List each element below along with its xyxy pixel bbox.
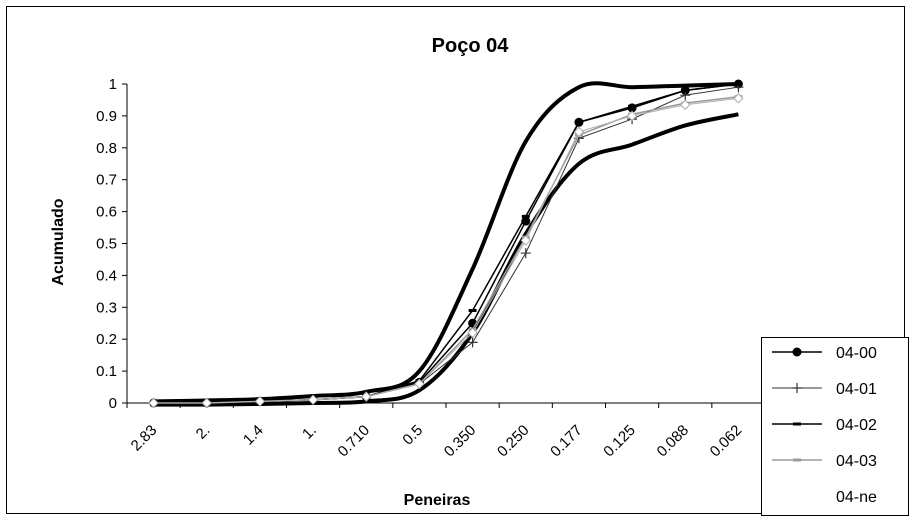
series-point: [467, 327, 478, 339]
legend-swatch-marker: [793, 458, 801, 462]
series-point: [468, 308, 477, 312]
series-point: [680, 99, 691, 110]
series-line: [153, 96, 739, 404]
series-line: [153, 86, 739, 404]
y-tick-label: 0.4: [96, 267, 117, 284]
series-point: [201, 397, 212, 409]
series-point: [467, 337, 478, 348]
y-tick-label: 0: [109, 395, 117, 412]
legend-label: 04-00: [836, 345, 877, 362]
y-tick-label: 0.1: [96, 363, 117, 380]
series-line: [153, 83, 739, 404]
legend-box: [761, 337, 909, 516]
y-tick-label: 0.6: [96, 204, 117, 221]
series-point: [254, 396, 266, 407]
legend-swatch-marker: [793, 422, 801, 426]
x-tick-label: 0.5: [399, 422, 426, 449]
x-tick-label: 0.710: [335, 422, 374, 461]
legend-label: 04-01: [836, 381, 877, 398]
legend-swatch-marker: [792, 347, 802, 357]
series-point: [573, 126, 585, 138]
series-point: [733, 93, 744, 104]
x-tick-label: 0.125: [600, 422, 639, 461]
y-tick-label: 0.3: [96, 299, 117, 316]
series-line: [153, 83, 739, 404]
legend-label: 04-02: [836, 417, 877, 434]
envelope-lower-line: [153, 112, 739, 407]
y-tick-label: 0.8: [96, 140, 117, 157]
y-tick-label: 1: [109, 76, 117, 93]
series-point: [628, 104, 637, 108]
x-tick-label: 0.250: [494, 422, 533, 461]
x-tick-label: 0.350: [441, 422, 480, 461]
x-tick-label: 1.: [299, 422, 320, 443]
series-point: [734, 82, 743, 86]
legend-label: 04-ne: [836, 489, 877, 506]
x-tick-label: 0.088: [654, 422, 693, 461]
x-tick-label: 0.062: [707, 422, 746, 461]
series-group: [148, 79, 744, 409]
series-point: [148, 397, 159, 409]
x-tick-label: 1.4: [240, 422, 267, 449]
series-point: [574, 120, 583, 124]
chart-title: Poço 04: [432, 35, 510, 57]
legend: 04-00 04-01 04-02 04-03 04-ne: [761, 337, 909, 516]
series-point: [626, 110, 638, 122]
series-point: [414, 378, 425, 390]
y-tick-label: 0.9: [96, 108, 117, 125]
series-line: [153, 97, 739, 404]
y-tick-label: 0.7: [96, 172, 117, 189]
chart-border: [6, 6, 905, 514]
x-tick-label: 2.83: [128, 422, 161, 455]
x-tick-label: 0.177: [547, 422, 586, 461]
y-tick-label: 0.2: [96, 331, 117, 348]
legend-label: 04-03: [836, 453, 877, 470]
series-point: [361, 391, 372, 402]
legend-swatch-marker: [792, 383, 802, 393]
series-point: [681, 88, 690, 92]
series-point: [307, 394, 319, 406]
series-point: [521, 214, 530, 218]
y-axis-label: Acumulado: [50, 198, 67, 285]
x-tick-label: 2.: [193, 422, 214, 443]
x-axis-label: Peneiras: [404, 492, 471, 509]
y-tick-label: 0.5: [96, 236, 117, 253]
series-point: [520, 248, 531, 259]
series-point: [520, 235, 531, 246]
